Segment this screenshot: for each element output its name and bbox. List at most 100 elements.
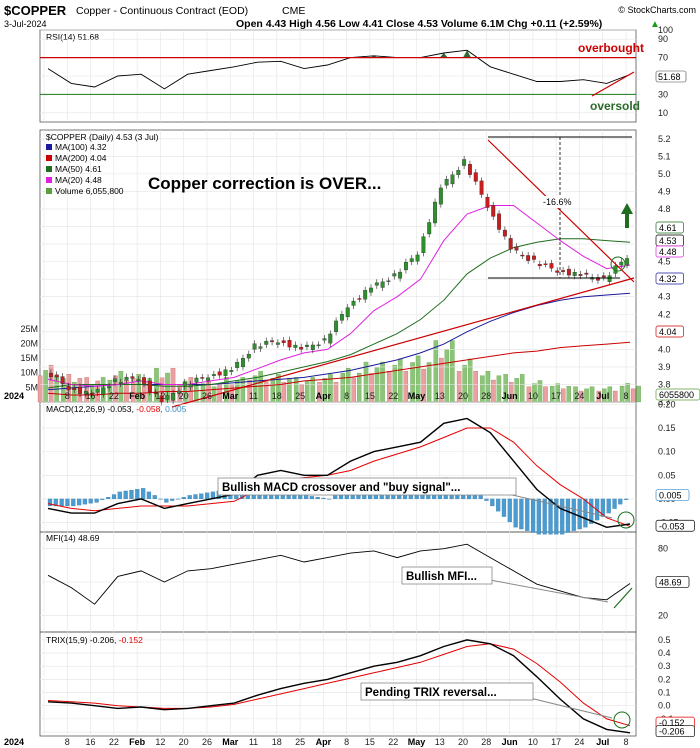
macd-hist-bar [181, 497, 186, 500]
macd-hist-bar [106, 497, 111, 500]
macd-hist-bar [129, 489, 134, 500]
overbought-label: overbought [578, 41, 644, 55]
volume-tick-label: 10M [20, 368, 38, 378]
candle-body [78, 386, 82, 394]
date-tick-label: 17 [551, 737, 561, 747]
macd-hist-bar [513, 498, 518, 528]
trix-tags: -0.152-0.206 [655, 716, 695, 738]
trix-title: TRIX(15,9) -0.206, -0.152 [46, 635, 143, 645]
date-tick-label: 13 [435, 737, 445, 747]
value-tag-box [655, 576, 690, 588]
candle-body [48, 372, 53, 378]
macd-tick-label: 0.10 [658, 447, 676, 457]
macd-crossover-circle-icon [617, 511, 635, 529]
candle-body [287, 339, 292, 348]
date-tick-label: 18 [272, 737, 282, 747]
legend-label: Volume 6,055,800 [55, 186, 124, 196]
volume-bar [584, 388, 589, 403]
macd-hist-bar [542, 498, 547, 535]
rsi-panel: RSI(14) 51.68 1009070503010 overbought o… [40, 25, 687, 118]
price-tick-label: 5.1 [658, 151, 671, 161]
volume-bar [398, 358, 403, 403]
macd-hist-bar [606, 498, 611, 514]
volume-bar [43, 370, 48, 403]
macd-hist-bar [309, 496, 314, 500]
rsi-tick-label: 70 [658, 53, 668, 63]
date-axis-bottom: 2024 8 16 22 Feb 12 20 26 Mar 11 18 25 Apr 8 15 22 May 13… [4, 737, 629, 747]
date-tick-label: Jun [502, 391, 518, 401]
candle-body [520, 254, 525, 257]
candle-body [305, 344, 309, 347]
candle-body [235, 362, 240, 368]
candle-body [601, 275, 606, 278]
candle-body [124, 376, 129, 381]
volume-bar [537, 380, 543, 403]
candle-body [130, 376, 135, 379]
candle-body [112, 378, 117, 382]
volume-bar [287, 378, 292, 403]
volume-bar [281, 382, 287, 403]
date-label: 3-Jul-2024 [4, 19, 47, 29]
candle-body [328, 333, 333, 344]
date-tick-label: 12 [155, 737, 165, 747]
mfi-line [47, 543, 631, 605]
price-tick-label: 3.9 [658, 362, 671, 372]
candle-body [526, 255, 531, 261]
macd-hist-bar [478, 495, 483, 500]
value-tag-label: 4.48 [659, 247, 677, 257]
value-tag-box [655, 221, 684, 234]
pivot-circle-icon [610, 256, 626, 272]
mfi-trendline [613, 587, 633, 609]
macd-hist-bar [530, 498, 536, 533]
candle-body [165, 395, 170, 400]
candle-body [211, 374, 216, 376]
candle-body [299, 347, 304, 350]
legend-swatch [46, 155, 52, 161]
mfi-tags: 48.69 [655, 576, 690, 588]
macd-hist-bar [187, 495, 192, 500]
candle-body [275, 342, 280, 345]
date-tick-label: May [408, 737, 426, 747]
date-tick-label: 20 [458, 737, 468, 747]
candle-body [619, 261, 624, 266]
candle-body [101, 387, 106, 395]
candle-body [252, 343, 257, 350]
volume-tick-label: 5M [25, 382, 38, 392]
candle-body [351, 300, 356, 306]
candle-body [153, 392, 158, 394]
candle-body [392, 273, 397, 277]
candle-body [386, 280, 391, 282]
macd-hist-bar [536, 498, 541, 535]
volume-bar [519, 374, 525, 403]
ma20-line [47, 205, 631, 387]
candle-body [258, 346, 263, 349]
date-tick-label: Apr [316, 737, 332, 747]
macd-hist-bar [65, 498, 70, 507]
price-tick-label: 4.2 [658, 309, 671, 319]
candle-body [578, 274, 583, 276]
candle-body [497, 213, 501, 230]
macd-hist-bar [111, 494, 117, 500]
rsi-line [47, 49, 631, 90]
macd-hist-bar [577, 498, 582, 530]
date-tick-label: 12 [155, 391, 165, 401]
candle-body [433, 201, 437, 224]
legend-swatch [46, 177, 52, 183]
volume-bar [356, 372, 362, 403]
macd-hist-bar [53, 498, 58, 507]
macd-hist-bar [548, 498, 553, 535]
macd-hist-bar [135, 489, 140, 500]
macd-hist-bar [170, 498, 175, 501]
date-tick-label: 24 [574, 737, 584, 747]
rsi-title: RSI(14) 51.68 [46, 32, 99, 42]
volume-bar [491, 379, 496, 403]
date-tick-label: 17 [551, 391, 561, 401]
volume-bar [444, 349, 450, 403]
value-tag-label: 6055800 [659, 390, 694, 400]
trix-panel: 0.50.40.30.20.10.0-0.1-0.2 TRIX(15,9) -0… [40, 635, 695, 738]
macd-hist-bar [88, 498, 93, 504]
macd-hist-bar [158, 498, 163, 500]
macd-hist-bar [59, 498, 64, 507]
candle-body [421, 236, 426, 253]
